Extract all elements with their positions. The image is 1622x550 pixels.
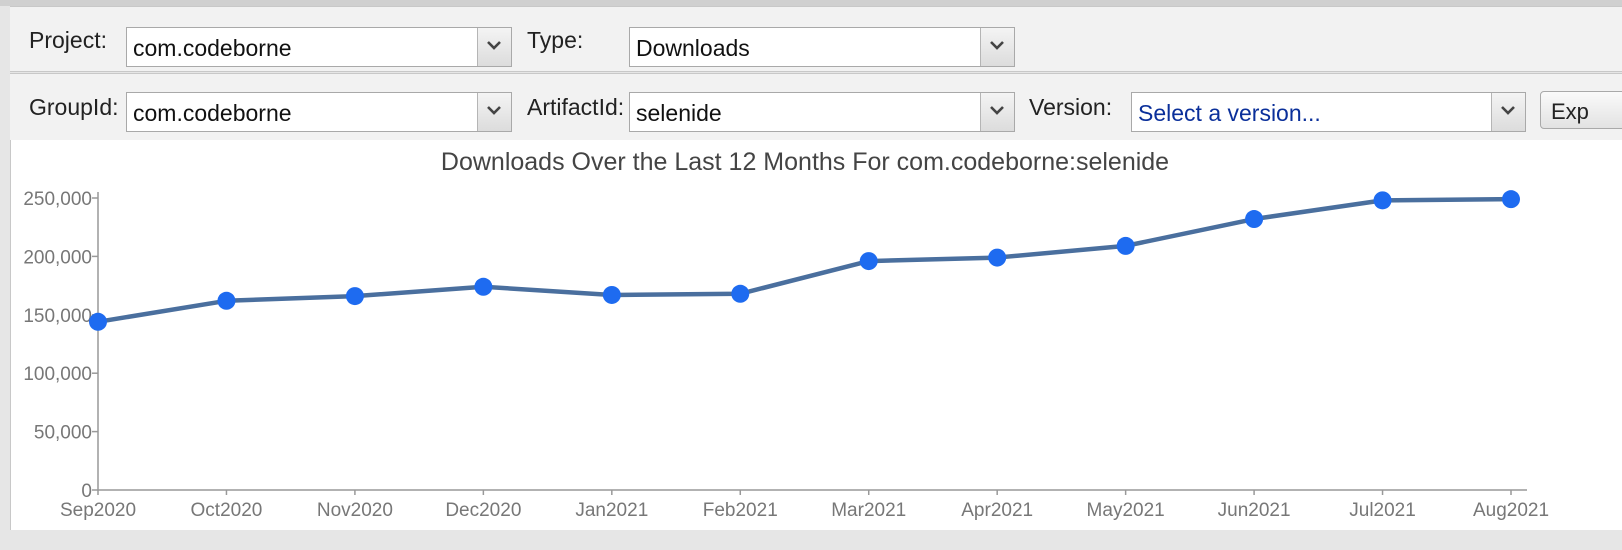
version-dropdown-placeholder: Select a version... — [1138, 100, 1321, 126]
artifactid-dropdown-value: selenide — [636, 100, 722, 126]
chevron-down-icon — [1501, 106, 1515, 115]
y-tick-label: 200,000 — [23, 247, 92, 268]
version-dropdown[interactable]: Select a version... — [1131, 92, 1526, 132]
data-point — [89, 312, 107, 331]
x-tick-label: Oct2020 — [191, 500, 263, 521]
type-dropdown[interactable]: Downloads — [629, 27, 1015, 67]
chart-title: Downloads Over the Last 12 Months For co… — [441, 148, 1169, 176]
y-tick-label: 150,000 — [23, 306, 92, 327]
data-point — [1116, 236, 1135, 255]
downloads-line-chart: Downloads Over the Last 12 Months For co… — [23, 148, 1549, 521]
data-point — [1502, 190, 1520, 209]
y-tick-label: 100,000 — [23, 364, 92, 385]
project-label: Project: — [29, 27, 107, 53]
version-dropdown-toggle[interactable] — [1491, 93, 1525, 131]
chevron-down-icon — [487, 41, 501, 50]
filter-toolbar-bottom: GroupId: com.codeborne ArtifactId: selen… — [10, 73, 1622, 141]
project-dropdown-value: com.codeborne — [133, 35, 292, 61]
x-tick-label: Sep2020 — [60, 500, 136, 521]
x-tick-label: Apr2021 — [961, 500, 1033, 521]
x-tick-label: Jun2021 — [1218, 500, 1291, 521]
x-tick-label: Dec2020 — [445, 500, 521, 521]
data-point — [988, 248, 1007, 267]
chart-series — [89, 190, 1520, 331]
data-point — [1245, 210, 1264, 229]
project-dropdown[interactable]: com.codeborne — [126, 27, 512, 67]
groupid-dropdown-toggle[interactable] — [477, 93, 511, 131]
data-point — [1373, 191, 1392, 210]
x-tick-label: Feb2021 — [703, 500, 778, 521]
data-point — [474, 277, 493, 296]
y-tick-label: 0 — [81, 481, 92, 502]
chevron-down-icon — [990, 41, 1004, 50]
x-tick-label: Nov2020 — [317, 500, 393, 521]
export-button[interactable]: Exp — [1540, 91, 1622, 129]
downloads-chart-panel: Downloads Over the Last 12 Months For co… — [10, 140, 1622, 530]
artifactid-dropdown-toggle[interactable] — [980, 93, 1014, 131]
groupid-label: GroupId: — [29, 94, 119, 120]
window-top-strip — [0, 0, 1622, 6]
window-bottom-strip — [0, 530, 1622, 550]
series-line — [97, 196, 1512, 325]
chevron-down-icon — [990, 106, 1004, 115]
x-tick-label: Mar2021 — [831, 500, 906, 521]
x-tick-label: Aug2021 — [1473, 500, 1549, 521]
data-point — [731, 284, 750, 303]
data-point — [217, 291, 236, 310]
y-tick-label: 250,000 — [23, 189, 92, 210]
x-tick-label: Jul2021 — [1349, 500, 1416, 521]
data-point — [859, 252, 878, 271]
x-tick-label: Jan2021 — [575, 500, 648, 521]
type-dropdown-toggle[interactable] — [980, 28, 1014, 66]
groupid-dropdown[interactable]: com.codeborne — [126, 92, 512, 132]
chart-axes: 0 50,000 100,000 150,000 200,000 250,000 Sep20… — [23, 189, 1549, 521]
y-tick-label: 50,000 — [34, 423, 92, 444]
groupid-dropdown-value: com.codeborne — [133, 100, 292, 126]
artifactid-label: ArtifactId: — [527, 94, 625, 120]
type-label: Type: — [527, 27, 584, 53]
project-dropdown-toggle[interactable] — [477, 28, 511, 66]
filter-toolbar-top: Project: com.codeborne Type: Downloads — [10, 6, 1622, 72]
chevron-down-icon — [487, 106, 501, 115]
type-dropdown-value: Downloads — [636, 35, 750, 61]
data-point — [345, 287, 364, 306]
artifactid-dropdown[interactable]: selenide — [629, 92, 1015, 132]
data-point — [602, 285, 621, 304]
x-tick-label: May2021 — [1087, 500, 1165, 521]
export-button-label: Exp — [1551, 99, 1589, 124]
version-label: Version: — [1029, 94, 1113, 120]
